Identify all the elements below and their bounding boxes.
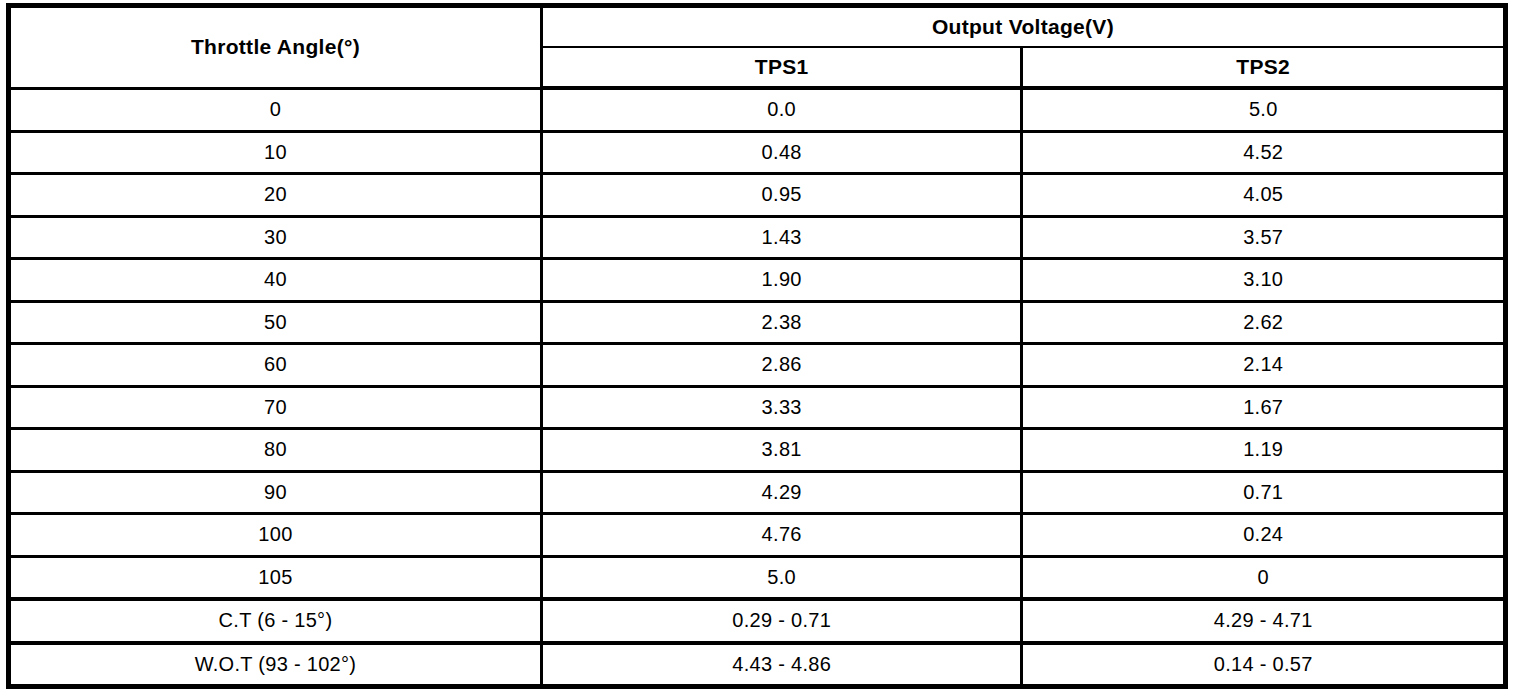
cell-tps1-voltage: 2.86 [541,344,1022,387]
cell-tps2-voltage: 2.14 [1022,344,1506,387]
table-row: 30 1.43 3.57 [9,216,1506,259]
table-row: 60 2.86 2.14 [9,344,1506,387]
cell-tps2-voltage: 4.52 [1022,131,1506,174]
cell-tps2-voltage: 2.62 [1022,301,1506,344]
header-row-1: Throttle Angle(°) Output Voltage(V) [9,6,1506,48]
cell-tps1-voltage: 5.0 [541,556,1022,599]
column-header-tps1: TPS1 [541,47,1022,88]
column-header-throttle-angle: Throttle Angle(°) [9,6,542,89]
table-row: 50 2.38 2.62 [9,301,1506,344]
cell-throttle-angle: 10 [9,131,542,174]
cell-tps2-voltage: 1.19 [1022,429,1506,472]
cell-throttle-angle: 30 [9,216,542,259]
cell-throttle-angle: 40 [9,259,542,302]
cell-throttle-angle: C.T (6 - 15°) [9,599,542,643]
cell-tps2-voltage: 0.24 [1022,514,1506,557]
cell-throttle-angle: 90 [9,471,542,514]
cell-tps2-voltage: 5.0 [1022,88,1506,131]
cell-tps2-voltage: 3.57 [1022,216,1506,259]
cell-tps1-voltage: 2.38 [541,301,1022,344]
table-row: 90 4.29 0.71 [9,471,1506,514]
cell-tps2-voltage: 4.05 [1022,174,1506,217]
cell-throttle-angle: 80 [9,429,542,472]
cell-tps1-voltage: 4.29 [541,471,1022,514]
cell-tps2-voltage: 1.67 [1022,386,1506,429]
cell-tps1-voltage: 0.29 - 0.71 [541,599,1022,643]
table-row: 40 1.90 3.10 [9,259,1506,302]
column-header-tps2: TPS2 [1022,47,1506,88]
cell-throttle-angle: 70 [9,386,542,429]
cell-tps1-voltage: 0.0 [541,88,1022,131]
cell-throttle-angle: W.O.T (93 - 102°) [9,643,542,687]
table-row: 0 0.0 5.0 [9,88,1506,131]
column-header-output-voltage: Output Voltage(V) [541,6,1505,48]
cell-tps1-voltage: 0.48 [541,131,1022,174]
cell-throttle-angle: 60 [9,344,542,387]
cell-tps2-voltage: 0.71 [1022,471,1506,514]
cell-throttle-angle: 105 [9,556,542,599]
cell-tps1-voltage: 1.90 [541,259,1022,302]
cell-throttle-angle: 50 [9,301,542,344]
table-row: 80 3.81 1.19 [9,429,1506,472]
cell-tps2-voltage: 0 [1022,556,1506,599]
cell-throttle-angle: 0 [9,88,542,131]
cell-tps1-voltage: 3.33 [541,386,1022,429]
cell-tps1-voltage: 1.43 [541,216,1022,259]
table-row: 70 3.33 1.67 [9,386,1506,429]
table-row-wide-open-throttle: W.O.T (93 - 102°) 4.43 - 4.86 0.14 - 0.5… [9,643,1506,687]
table-row: 10 0.48 4.52 [9,131,1506,174]
cell-tps2-voltage: 0.14 - 0.57 [1022,643,1506,687]
cell-tps1-voltage: 0.95 [541,174,1022,217]
throttle-position-sensor-table: Throttle Angle(°) Output Voltage(V) TPS1… [6,3,1508,689]
cell-throttle-angle: 100 [9,514,542,557]
table-row: 100 4.76 0.24 [9,514,1506,557]
cell-tps1-voltage: 4.76 [541,514,1022,557]
cell-tps1-voltage: 4.43 - 4.86 [541,643,1022,687]
table-row-closed-throttle: C.T (6 - 15°) 0.29 - 0.71 4.29 - 4.71 [9,599,1506,643]
cell-tps2-voltage: 3.10 [1022,259,1506,302]
table-row: 20 0.95 4.05 [9,174,1506,217]
document-page: Throttle Angle(°) Output Voltage(V) TPS1… [0,0,1520,690]
cell-tps2-voltage: 4.29 - 4.71 [1022,599,1506,643]
table-row: 105 5.0 0 [9,556,1506,599]
cell-tps1-voltage: 3.81 [541,429,1022,472]
cell-throttle-angle: 20 [9,174,542,217]
